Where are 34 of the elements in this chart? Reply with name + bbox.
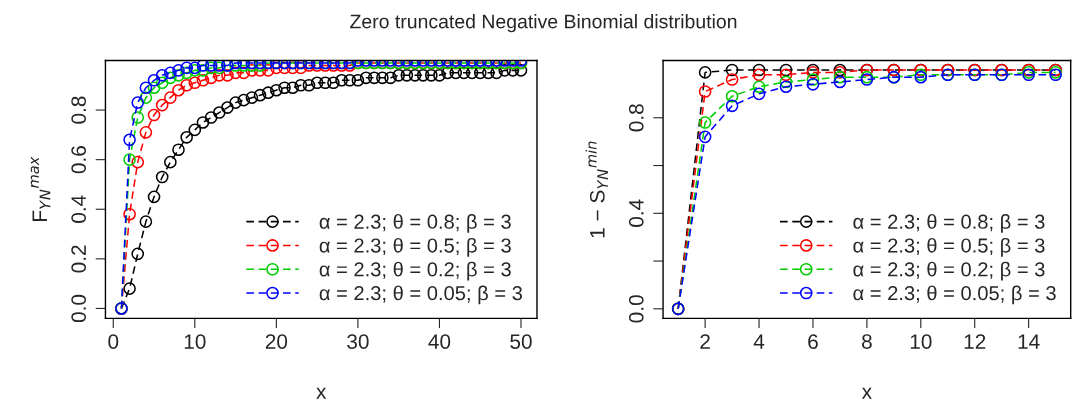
y-axis-title: 1 − S$_{YN}$$^{min}$ <box>585 141 608 238</box>
legend-label: α = 2.3; θ = 0.2; β = 3 <box>853 261 1045 281</box>
x-axis-title: x <box>861 387 872 399</box>
x-tick-label: 14 <box>1018 334 1040 349</box>
x-tick-label: 30 <box>347 334 369 349</box>
x-tick-label: 50 <box>510 334 532 349</box>
legend-label: α = 2.3; θ = 0.2; β = 3 <box>319 261 511 281</box>
y-tick-label: 0.4 <box>628 199 644 227</box>
y-tick-label: 0.0 <box>71 294 87 323</box>
y-tick-label: 0.4 <box>71 195 87 223</box>
x-tick-label: 12 <box>964 334 986 349</box>
x-tick-label: 0 <box>108 334 119 349</box>
x-tick-label: 10 <box>910 334 932 349</box>
legend-label: α = 2.3; θ = 0.05; β = 3 <box>319 285 522 305</box>
x-tick-label: 4 <box>753 334 765 349</box>
x-axis-title: x <box>316 387 327 399</box>
y-tick-label: 0.6 <box>71 146 87 174</box>
legend-label: α = 2.3; θ = 0.8; β = 3 <box>319 214 511 233</box>
y-tick-label: 0.0 <box>628 295 644 323</box>
chart-title: Zero truncated Negative Binomial distribution <box>350 14 737 33</box>
x-tick-label: 2 <box>700 334 710 349</box>
x-tick-label: 6 <box>808 334 818 349</box>
y-tick-label: 0.8 <box>71 96 87 124</box>
legend-label: α = 2.3; θ = 0.8; β = 3 <box>853 214 1045 233</box>
legend-label: α = 2.3; θ = 0.05; β = 3 <box>853 285 1056 305</box>
legend-label: α = 2.3; θ = 0.5; β = 3 <box>319 237 511 257</box>
x-tick-label: 20 <box>265 334 288 349</box>
x-tick-label: 10 <box>184 334 206 349</box>
y-tick-label: 0.8 <box>628 104 644 132</box>
y-tick-label: 0.2 <box>71 245 87 273</box>
x-tick-label: 8 <box>861 334 872 349</box>
y-axis-title: F$_{YN}$$^{max}$ <box>30 156 51 222</box>
legend-label: α = 2.3; θ = 0.5; β = 3 <box>853 237 1045 257</box>
x-tick-label: 40 <box>428 334 451 349</box>
